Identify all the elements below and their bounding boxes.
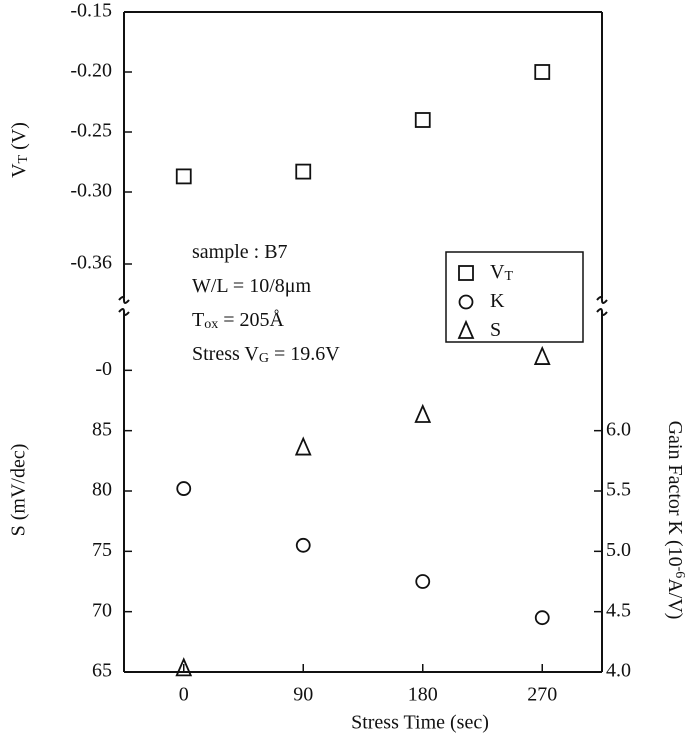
- legend-marker: [457, 319, 475, 339]
- annotation-part: Stress V: [192, 343, 259, 365]
- triangle-marker: [175, 657, 193, 677]
- annotation-part: G: [259, 351, 269, 366]
- square-marker: [175, 168, 192, 185]
- y-tick-label: -0.20: [70, 60, 112, 82]
- annotation: W/L = 10/8μm: [192, 275, 311, 297]
- annotation-part: = 19.6V: [269, 343, 340, 365]
- square-marker: [534, 64, 551, 80]
- legend-label-part: S: [490, 319, 501, 341]
- annotation-part: ox: [204, 317, 218, 332]
- legend-label-part: K: [490, 290, 505, 312]
- legend-marker: [458, 294, 474, 310]
- circle-marker: [415, 574, 431, 589]
- y2-axis-label-part: A/V): [664, 578, 686, 619]
- y2-tick-label: 6.0: [606, 418, 631, 440]
- y-tick-label: -0.25: [70, 120, 112, 142]
- y2-tick-label: 5.0: [606, 539, 631, 561]
- y2-axis-label-part: Gain Factor K (10: [664, 421, 686, 567]
- axis-break: [596, 296, 608, 316]
- y-axis-label-part: V: [8, 163, 30, 178]
- annotation-part: = 205Å: [218, 309, 284, 331]
- triangle-marker: [414, 403, 432, 423]
- y2-tick-label: 4.0: [606, 660, 631, 682]
- circle-marker: [295, 537, 311, 553]
- annotation-part: T: [192, 309, 204, 331]
- y-axis-label-part: T: [16, 154, 31, 163]
- y-tick-label: 65: [92, 660, 112, 682]
- y-tick-label: 85: [92, 418, 112, 440]
- axis-break: [118, 296, 130, 316]
- legend-label-part: T: [504, 269, 513, 284]
- y-tick-label: 75: [92, 539, 112, 561]
- legend-label: VT: [490, 261, 513, 284]
- y-tick-label: -0: [95, 358, 112, 380]
- annotation: sample : B7: [192, 241, 288, 263]
- triangle-marker: [294, 436, 312, 456]
- circle-marker: [534, 610, 550, 626]
- annotation: Tox = 205Å: [192, 309, 284, 332]
- x-tick-label: 270: [527, 684, 557, 706]
- triangle-marker: [533, 345, 551, 365]
- y2-tick-label: 5.5: [606, 479, 631, 501]
- y-tick-label: -0.15: [70, 0, 112, 22]
- y-axis-label: VT (V): [8, 122, 31, 178]
- circle-marker: [176, 481, 192, 496]
- square-marker: [414, 112, 431, 128]
- x-tick-label: 180: [408, 684, 438, 706]
- y-tick-label: 80: [92, 479, 112, 501]
- x-axis-label: Stress Time (sec): [351, 712, 489, 734]
- legend-label: S: [490, 319, 501, 341]
- legend-label-part: V: [490, 261, 505, 283]
- x-tick-label: 0: [179, 684, 189, 706]
- legend-marker: [458, 265, 474, 281]
- y-tick-label: -0.30: [70, 180, 112, 202]
- square-marker: [295, 163, 312, 180]
- annotation: Stress VG = 19.6V: [192, 343, 340, 366]
- y-tick-label: -0.36: [70, 252, 112, 274]
- legend-label: K: [490, 290, 505, 312]
- annotation-part: W/L = 10/8μm: [192, 275, 311, 297]
- y-tick-label: 70: [92, 599, 112, 621]
- y2-axis-label-part: -6: [672, 567, 687, 579]
- y2-tick-label: 4.5: [606, 599, 631, 621]
- annotation-part: sample : B7: [192, 241, 288, 263]
- y-axis-label: S (mV/dec): [8, 444, 30, 537]
- x-tick-label: 90: [293, 684, 313, 706]
- y-axis-label-part: (V): [8, 122, 30, 155]
- y2-axis-label: Gain Factor K (10-6A/V): [664, 421, 687, 620]
